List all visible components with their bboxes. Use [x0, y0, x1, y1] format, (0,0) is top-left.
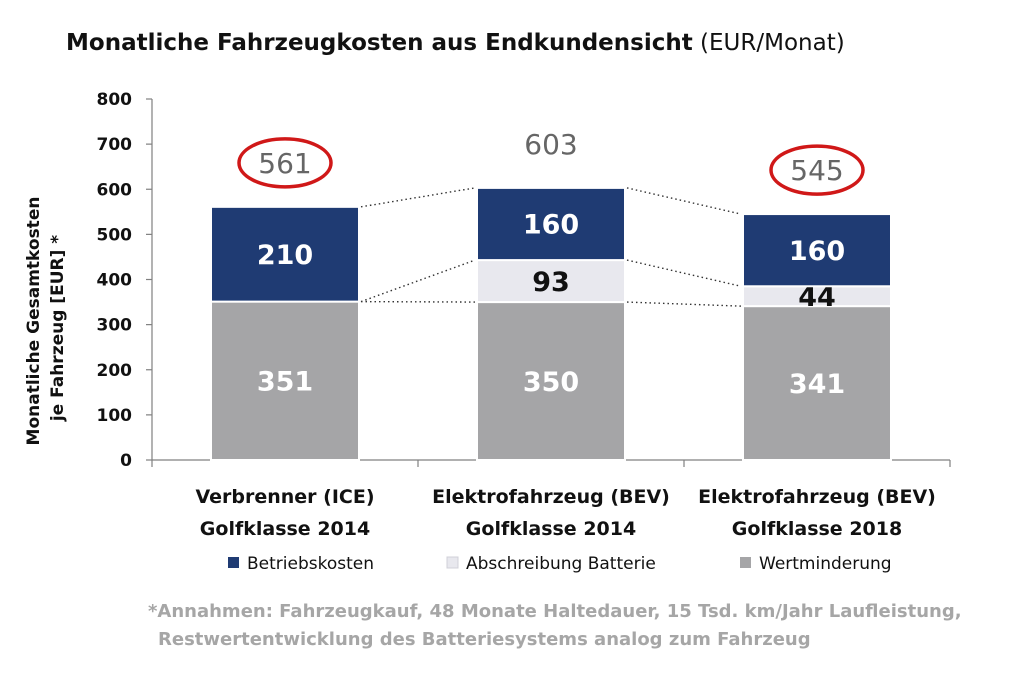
chart-title: Monatliche Fahrzeugkosten aus Endkundens… — [66, 30, 845, 56]
y-axis-label-line-1: Monatliche Gesamtkosten — [24, 197, 44, 446]
connector-line — [360, 187, 476, 208]
bar-segment — [210, 300, 360, 461]
footnote-line-1: *Annahmen: Fahrzeugkauf, 48 Monate Halte… — [148, 601, 962, 622]
bar-total-label: 603 — [524, 128, 577, 161]
y-tick-label: 0 — [120, 451, 132, 471]
legend-swatch — [228, 557, 239, 568]
connector-line — [626, 301, 742, 307]
y-axis-label-line-2: je Fahrzeug [EUR] * — [48, 235, 68, 422]
footnote: *Annahmen: Fahrzeugkauf, 48 Monate Halte… — [148, 598, 962, 654]
total-highlight-circle — [237, 137, 333, 189]
bar-value-label: 93 — [532, 267, 570, 298]
y-tick-label: 200 — [97, 361, 133, 381]
bar-value-label: 350 — [523, 367, 579, 398]
chart-title-main: Monatliche Fahrzeugkosten aus Endkundens… — [66, 30, 693, 56]
total-highlight-circle — [769, 144, 865, 196]
legend-label: Wertminderung — [759, 554, 892, 574]
y-tick-label: 700 — [97, 135, 133, 155]
x-category-label: Golfklasse 2014 — [200, 518, 370, 540]
legend-swatch — [740, 557, 751, 568]
x-category-label: Elektrofahrzeug (BEV) — [432, 486, 670, 508]
bar-value-label: 210 — [257, 240, 313, 271]
connector-line — [626, 187, 742, 215]
bar-value-label: 160 — [523, 210, 579, 241]
bar-value-label: 351 — [257, 367, 313, 398]
bar-segment — [742, 305, 892, 461]
legend-label: Betriebskosten — [247, 554, 374, 574]
bar-segment — [476, 186, 626, 262]
y-tick-label: 800 — [97, 90, 133, 110]
bar-segment — [210, 205, 360, 303]
chart-title-unit: (EUR/Monat) — [700, 30, 845, 56]
y-tick-label: 500 — [97, 225, 133, 245]
x-category-label: Golfklasse 2014 — [466, 518, 636, 540]
legend-swatch — [446, 556, 459, 569]
legend-label: Abschreibung Batterie — [466, 554, 656, 574]
y-tick-label: 300 — [97, 316, 133, 336]
x-category-label: Elektrofahrzeug (BEV) — [698, 486, 936, 508]
x-category-label: Verbrenner (ICE) — [195, 486, 374, 508]
bar-value-label: 160 — [789, 236, 845, 267]
bar-total-label: 545 — [790, 154, 843, 187]
bar-segment — [742, 213, 892, 288]
connector-line — [360, 259, 476, 303]
x-category-label: Golfklasse 2018 — [732, 518, 902, 540]
bar-total-label: 561 — [258, 147, 311, 180]
footnote-line-2: Restwertentwicklung des Batteriesystems … — [158, 629, 811, 650]
bar-value-label: 341 — [789, 369, 845, 400]
y-tick-label: 600 — [97, 180, 133, 200]
y-tick-label: 100 — [97, 406, 133, 426]
connector-line — [626, 259, 742, 287]
y-tick-label: 400 — [97, 271, 133, 291]
